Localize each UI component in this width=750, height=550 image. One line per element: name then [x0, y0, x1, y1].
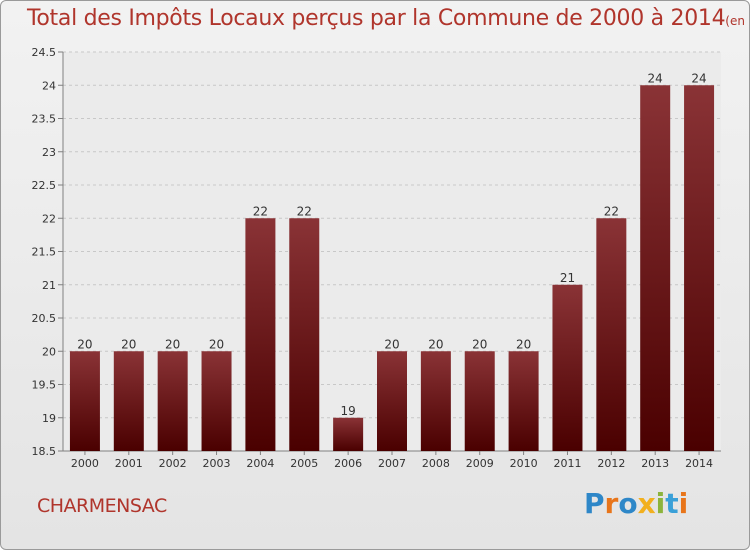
bar-2004 [245, 218, 276, 451]
x-tick-label: 2012 [597, 457, 625, 470]
bar-2014 [684, 85, 715, 451]
data-label: 22 [297, 204, 312, 218]
y-tick-label: 19.5 [32, 379, 57, 392]
x-tick-label: 2002 [159, 457, 187, 470]
data-label: 24 [648, 71, 663, 85]
y-tick-label: 21.5 [32, 246, 57, 259]
data-label: 20 [121, 337, 136, 351]
x-tick-label: 2007 [378, 457, 406, 470]
chart-title: Total des Impôts Locaux perçus par la Co… [27, 6, 749, 31]
data-label: 20 [472, 337, 487, 351]
bar-2010 [508, 351, 539, 451]
data-label: 22 [253, 204, 268, 218]
y-tick-label: 22 [42, 212, 56, 225]
y-tick-label: 22.5 [32, 179, 57, 192]
logo-letter: x [637, 487, 656, 520]
bar-2009 [464, 351, 495, 451]
y-tick-label: 19 [42, 412, 56, 425]
data-label: 20 [384, 337, 399, 351]
bar-2012 [596, 218, 627, 451]
logo-letter: t [665, 487, 679, 520]
y-tick-label: 24.5 [32, 46, 57, 59]
data-label: 24 [691, 71, 706, 85]
x-tick-label: 2005 [290, 457, 318, 470]
bar-2007 [377, 351, 407, 451]
data-label: 20 [165, 337, 180, 351]
x-tick-label: 2003 [203, 457, 231, 470]
x-tick-label: 2008 [422, 457, 450, 470]
y-tick-label: 24 [42, 79, 56, 92]
data-label: 20 [77, 337, 92, 351]
bar-2002 [157, 351, 188, 451]
data-label: 19 [340, 404, 355, 418]
data-label: 20 [209, 337, 224, 351]
bar-2006 [333, 417, 364, 451]
data-label: 22 [604, 204, 619, 218]
x-tick-label: 2013 [641, 457, 669, 470]
logo-letter: P [584, 487, 605, 520]
chart-title-text: Total des Impôts Locaux perçus par la Co… [27, 6, 726, 31]
data-label: 21 [560, 271, 575, 285]
bar-2013 [640, 85, 671, 451]
y-tick-label: 20.5 [32, 312, 57, 325]
x-tick-label: 2009 [466, 457, 494, 470]
logo-letter: i [655, 487, 666, 520]
bar-2005 [289, 218, 320, 451]
bar-2000 [69, 351, 100, 451]
bar-2011 [552, 284, 583, 451]
x-tick-label: 2011 [553, 457, 581, 470]
x-tick-label: 2006 [334, 457, 362, 470]
y-tick-label: 21 [42, 279, 56, 292]
y-tick-label: 23 [42, 146, 56, 159]
x-tick-label: 2010 [510, 457, 538, 470]
x-tick-label: 2001 [115, 457, 143, 470]
x-tick-label: 2000 [71, 457, 99, 470]
y-tick-label: 20 [42, 345, 56, 358]
chart-unit: (en milliers d'€) [725, 14, 749, 28]
bar-2003 [201, 351, 232, 451]
logo-letter: o [618, 487, 638, 520]
logo-letter: i [678, 487, 689, 520]
bar-2001 [113, 351, 144, 451]
logo-letter: r [604, 487, 619, 520]
bar-2008 [420, 351, 451, 451]
commune-name: CHARMENSAC [37, 495, 167, 517]
y-tick-label: 18.5 [32, 445, 57, 458]
y-tick-label: 23.5 [32, 113, 57, 126]
x-tick-label: 2004 [246, 457, 274, 470]
proxiti-logo: Proxiti [584, 487, 688, 520]
x-tick-label: 2014 [685, 457, 713, 470]
data-label: 20 [516, 337, 531, 351]
data-label: 20 [428, 337, 443, 351]
